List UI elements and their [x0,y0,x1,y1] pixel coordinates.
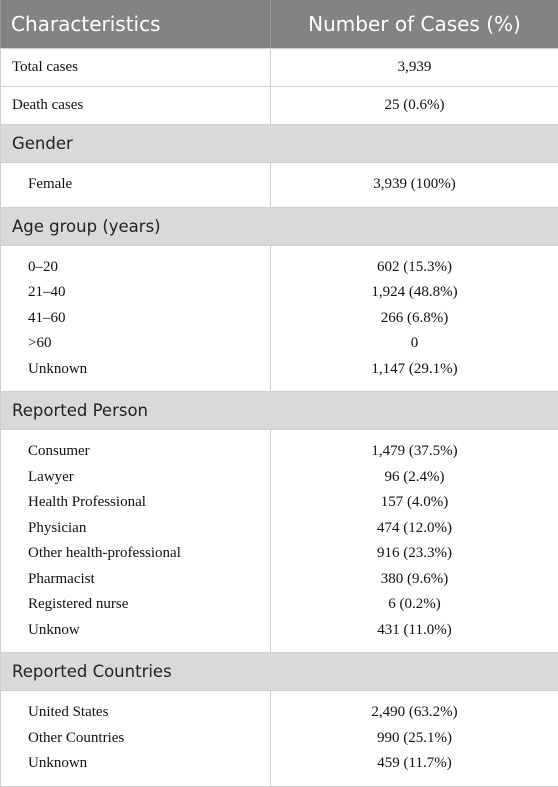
row-value: 96 (2.4%) [271,465,558,491]
row-value: 0 [271,331,558,357]
row-value: 6 (0.2%) [271,592,558,618]
row-value: 2,490 (63.2%) [271,691,558,726]
row-value: 602 (15.3%) [271,245,558,280]
row-value: 157 (4.0%) [271,490,558,516]
row-value: 3,939 [271,49,558,87]
row-label: Lawyer [1,465,271,491]
section-header-row: Gender [1,125,558,163]
row-value: 474 (12.0%) [271,516,558,542]
row-value: 266 (6.8%) [271,306,558,332]
row-value: 25 (0.6%) [271,87,558,125]
section-header-row: Reported Person [1,392,558,430]
header-number-of-cases: Number of Cases (%) [271,0,558,49]
row-value: 431 (11.0%) [271,618,558,653]
row-value: 916 (23.3%) [271,541,558,567]
table-header-row: Characteristics Number of Cases (%) [1,0,558,49]
row-label: 21–40 [1,280,271,306]
section-header-row: Age group (years) [1,207,558,245]
row-label: Unknown [1,751,271,786]
row-label: Unknow [1,618,271,653]
section-title: Reported Person [1,392,558,430]
section-header-row: Reported Countries [1,653,558,691]
row-label: Registered nurse [1,592,271,618]
row-label: Other health-professional [1,541,271,567]
row-value: 1,924 (48.8%) [271,280,558,306]
section-title: Age group (years) [1,207,558,245]
row-value: 1,479 (37.5%) [271,430,558,465]
section-title: Reported Countries [1,653,558,691]
header-characteristics: Characteristics [1,0,271,49]
row-value: 459 (11.7%) [271,751,558,786]
row-label: United States [1,691,271,726]
row-value: 3,939 (100%) [271,163,558,208]
row-label: Total cases [1,49,271,87]
section-title: Gender [1,125,558,163]
row-label: >60 [1,331,271,357]
row-value: 1,147 (29.1%) [271,357,558,392]
row-label: 41–60 [1,306,271,332]
row-label: 0–20 [1,245,271,280]
row-label: Pharmacist [1,567,271,593]
row-label: Other Countries [1,726,271,752]
row-label: Health Professional [1,490,271,516]
row-value: 380 (9.6%) [271,567,558,593]
row-label: Physician [1,516,271,542]
row-label: Female [1,163,271,208]
row-label: Death cases [1,87,271,125]
row-value: 990 (25.1%) [271,726,558,752]
row-label: Consumer [1,430,271,465]
row-label: Unknown [1,357,271,392]
